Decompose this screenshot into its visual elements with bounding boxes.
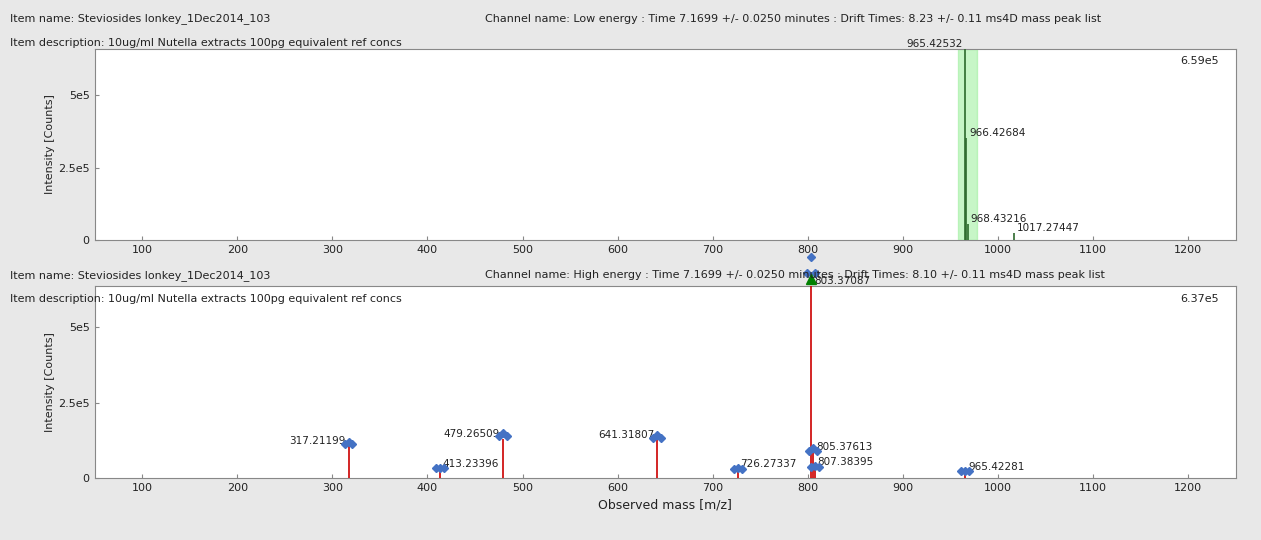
Text: 6.37e5: 6.37e5: [1180, 294, 1218, 304]
Text: Item name: Steviosides lonkey_1Dec2014_103: Item name: Steviosides lonkey_1Dec2014_1…: [10, 270, 270, 281]
Text: Channel name: Low energy : Time 7.1699 +/- 0.0250 minutes : Drift Times: 8.23 +/: Channel name: Low energy : Time 7.1699 +…: [485, 14, 1102, 24]
Text: 968.43216: 968.43216: [971, 214, 1028, 224]
Text: 1017.27447: 1017.27447: [1018, 223, 1081, 233]
Y-axis label: Intensity [Counts]: Intensity [Counts]: [45, 332, 55, 432]
Text: 965.42281: 965.42281: [968, 462, 1024, 472]
Text: Item description: 10ug/ml Nutella extracts 100pg equivalent ref concs: Item description: 10ug/ml Nutella extrac…: [10, 294, 402, 305]
Text: Channel name: High energy : Time 7.1699 +/- 0.0250 minutes : Drift Times: 8.10 +: Channel name: High energy : Time 7.1699 …: [485, 270, 1106, 280]
Text: 805.37613: 805.37613: [816, 442, 873, 453]
Text: 726.27337: 726.27337: [740, 460, 797, 469]
Text: 965.42532: 965.42532: [905, 38, 962, 49]
Y-axis label: Intensity [Counts]: Intensity [Counts]: [45, 94, 55, 194]
Text: Item name: Steviosides lonkey_1Dec2014_103: Item name: Steviosides lonkey_1Dec2014_1…: [10, 14, 270, 24]
X-axis label: Observed mass [m/z]: Observed mass [m/z]: [598, 498, 733, 511]
Text: 317.21199: 317.21199: [290, 436, 346, 446]
Text: 6.59e5: 6.59e5: [1180, 56, 1218, 66]
Text: 803.37087: 803.37087: [813, 276, 870, 286]
Text: 807.38395: 807.38395: [817, 457, 874, 467]
Text: 479.26509: 479.26509: [444, 429, 499, 439]
Text: 641.31807: 641.31807: [598, 430, 654, 440]
Text: 966.42684: 966.42684: [968, 129, 1025, 138]
Bar: [958, 49, 977, 240]
Text: 413.23396: 413.23396: [443, 459, 499, 469]
Text: Item description: 10ug/ml Nutella extracts 100pg equivalent ref concs: Item description: 10ug/ml Nutella extrac…: [10, 38, 402, 48]
